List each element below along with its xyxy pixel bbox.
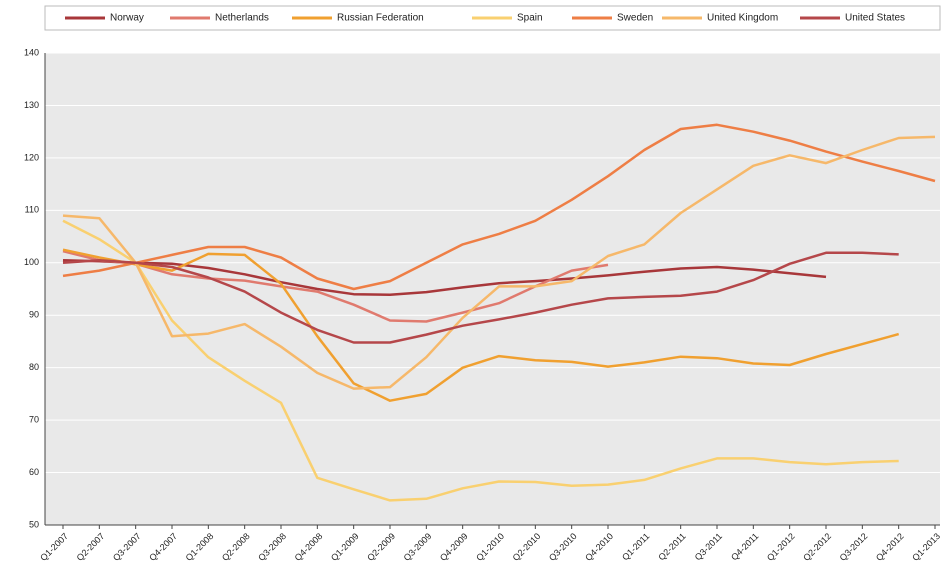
series-line — [62, 258, 827, 297]
series-line — [62, 123, 936, 291]
x-tick-label: Q4-2009 — [438, 531, 470, 563]
legend-label: Spain — [517, 13, 543, 24]
x-tick-label: Q2-2007 — [75, 531, 107, 563]
x-tick-label: Q2-2012 — [801, 531, 833, 563]
x-tick-label: Q4-2008 — [293, 531, 325, 563]
legend-label: Sweden — [617, 13, 653, 24]
legend-label: Russian Federation — [337, 13, 424, 24]
legend-label: Netherlands — [215, 13, 269, 24]
x-tick-label: Q4-2007 — [147, 531, 179, 563]
x-tick-label: Q3-2010 — [547, 531, 579, 563]
y-tick-label: 90 — [29, 310, 39, 320]
legend-label: Norway — [110, 13, 144, 24]
y-tick-label: 100 — [24, 257, 39, 267]
x-tick-label: Q3-2007 — [111, 531, 143, 563]
series-line — [62, 135, 936, 390]
y-tick-label: 70 — [29, 414, 39, 424]
legend-label: United Kingdom — [707, 13, 778, 24]
x-tick-label: Q1-2009 — [329, 531, 361, 563]
x-tick-label: Q3-2009 — [402, 531, 434, 563]
x-tick-label: Q4-2010 — [583, 531, 615, 563]
series-line — [62, 219, 899, 502]
x-tick-label: Q1-2013 — [910, 531, 942, 563]
x-tick-label: Q3-2011 — [693, 531, 724, 562]
x-tick-label: Q1-2010 — [474, 531, 506, 563]
x-tick-label: Q2-2009 — [365, 531, 397, 563]
y-tick-label: 120 — [24, 152, 39, 162]
x-tick-label: Q2-2008 — [220, 531, 252, 563]
x-tick-label: Q1-2007 — [38, 531, 70, 563]
x-tick-label: Q3-2012 — [838, 531, 870, 563]
y-tick-label: 50 — [29, 519, 39, 529]
x-tick-label: Q1-2012 — [765, 531, 797, 563]
legend-label: United States — [845, 13, 905, 24]
x-tick-label: Q4-2012 — [874, 531, 906, 563]
y-tick-label: 80 — [29, 362, 39, 372]
x-tick-label: Q1-2008 — [184, 531, 216, 563]
y-tick-label: 60 — [29, 467, 39, 477]
y-tick-label: 130 — [24, 100, 39, 110]
series-line — [62, 248, 900, 402]
x-tick-label: Q4-2011 — [729, 531, 760, 562]
series-line — [62, 251, 899, 344]
x-tick-label: Q2-2010 — [511, 531, 543, 563]
series-line — [62, 249, 609, 323]
x-tick-label: Q3-2008 — [256, 531, 288, 563]
x-tick-label: Q1-2011 — [620, 531, 651, 562]
plot-area — [45, 53, 940, 525]
y-tick-label: 110 — [25, 205, 39, 215]
y-tick-label: 140 — [24, 47, 39, 57]
x-tick-label: Q2-2011 — [656, 531, 687, 562]
